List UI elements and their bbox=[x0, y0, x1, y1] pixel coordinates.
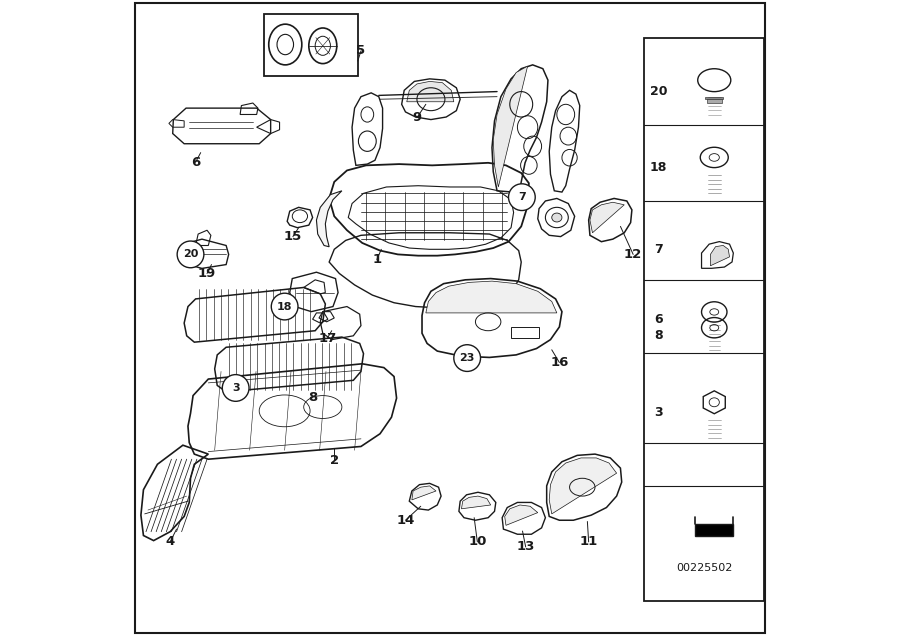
Bar bbox=[264, 14, 358, 76]
Bar bbox=[706, 97, 724, 99]
Polygon shape bbox=[493, 66, 527, 187]
Bar bbox=[644, 38, 764, 601]
Polygon shape bbox=[549, 458, 616, 514]
Text: 9: 9 bbox=[412, 111, 421, 124]
Text: 16: 16 bbox=[550, 356, 569, 369]
Text: 8: 8 bbox=[309, 391, 318, 404]
Text: 14: 14 bbox=[396, 514, 415, 527]
Text: 20: 20 bbox=[183, 249, 198, 259]
Text: 23: 23 bbox=[460, 353, 475, 363]
Circle shape bbox=[454, 345, 481, 371]
Circle shape bbox=[508, 184, 536, 211]
Polygon shape bbox=[407, 81, 454, 102]
Polygon shape bbox=[462, 496, 490, 509]
Polygon shape bbox=[695, 523, 734, 536]
Polygon shape bbox=[505, 505, 538, 525]
Circle shape bbox=[222, 375, 249, 401]
Text: 13: 13 bbox=[517, 541, 535, 553]
Polygon shape bbox=[710, 245, 730, 266]
Text: 12: 12 bbox=[624, 248, 643, 261]
Text: 3: 3 bbox=[232, 383, 239, 393]
Text: 10: 10 bbox=[468, 536, 487, 548]
Bar bbox=[706, 99, 722, 103]
Text: 11: 11 bbox=[580, 536, 598, 548]
Text: 19: 19 bbox=[198, 267, 216, 280]
Polygon shape bbox=[317, 191, 342, 247]
Polygon shape bbox=[412, 486, 436, 500]
Text: 4: 4 bbox=[166, 536, 175, 548]
Text: 2: 2 bbox=[329, 454, 338, 467]
Text: 6: 6 bbox=[654, 313, 662, 326]
Text: 8: 8 bbox=[654, 329, 662, 342]
Polygon shape bbox=[426, 281, 557, 313]
Circle shape bbox=[177, 241, 204, 268]
Text: 6: 6 bbox=[191, 156, 200, 169]
Bar bbox=[511, 327, 539, 338]
Text: 00225502: 00225502 bbox=[676, 563, 733, 574]
Text: 1: 1 bbox=[373, 253, 382, 266]
Ellipse shape bbox=[552, 213, 562, 222]
Text: 5: 5 bbox=[356, 45, 365, 57]
Text: 17: 17 bbox=[318, 332, 337, 345]
Text: 15: 15 bbox=[284, 230, 302, 243]
Text: 18: 18 bbox=[277, 301, 292, 312]
Circle shape bbox=[271, 293, 298, 320]
Text: 18: 18 bbox=[650, 161, 667, 174]
Polygon shape bbox=[590, 202, 625, 233]
Text: 7: 7 bbox=[654, 243, 662, 256]
Text: 7: 7 bbox=[518, 192, 526, 202]
Text: 20: 20 bbox=[650, 85, 667, 98]
Text: 3: 3 bbox=[654, 406, 662, 419]
